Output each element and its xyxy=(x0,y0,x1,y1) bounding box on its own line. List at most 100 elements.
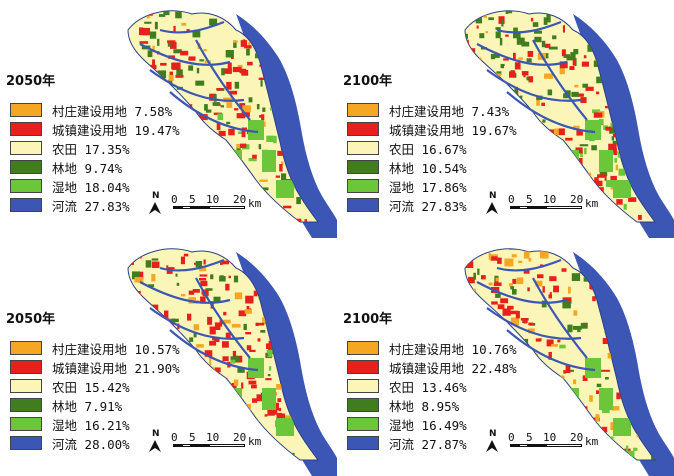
land-patch xyxy=(591,145,597,151)
land-patch xyxy=(509,248,518,250)
scale-bar: N 0 5 10 20 km xyxy=(485,191,598,217)
land-patch xyxy=(635,10,639,13)
land-patch xyxy=(539,394,543,399)
land-patch xyxy=(199,421,208,428)
land-patch xyxy=(312,129,318,136)
land-patch xyxy=(477,268,480,275)
land-patch xyxy=(306,386,311,391)
land-patch xyxy=(542,119,546,123)
land-patch xyxy=(227,62,232,71)
land-patch xyxy=(485,31,488,34)
land-patch xyxy=(642,272,645,277)
land-patch xyxy=(509,217,517,221)
land-patch xyxy=(216,249,225,255)
land-patch xyxy=(214,337,220,342)
land-patch xyxy=(220,224,223,227)
land-patch xyxy=(630,315,638,319)
land-patch xyxy=(134,277,144,283)
land-patch xyxy=(514,86,518,95)
land-patch xyxy=(581,166,584,172)
land-patch xyxy=(639,354,649,359)
land-patch xyxy=(558,128,565,136)
land-patch xyxy=(130,168,139,175)
land-patch xyxy=(233,275,239,283)
land-patch xyxy=(227,411,237,416)
land-patch xyxy=(240,412,247,421)
land-patch xyxy=(524,338,529,345)
waterway xyxy=(159,258,225,272)
land-patch xyxy=(174,180,180,185)
scale-segment xyxy=(519,444,528,447)
land-patch xyxy=(141,183,145,189)
land-patch xyxy=(527,51,534,57)
land-patch xyxy=(481,275,486,280)
waterway xyxy=(149,307,245,340)
land-patch xyxy=(641,121,647,126)
land-patch xyxy=(548,351,552,360)
legend-value: 17.35% xyxy=(84,142,130,157)
land-patch xyxy=(526,58,532,63)
land-patch xyxy=(319,88,328,91)
land-patch xyxy=(219,319,223,327)
land-patch xyxy=(216,246,220,249)
land-patch xyxy=(138,434,147,438)
wetland-patch xyxy=(599,388,613,410)
land-patch xyxy=(316,372,318,379)
land-patch xyxy=(506,388,513,394)
land-patch xyxy=(507,305,514,310)
land-patch xyxy=(511,254,517,258)
land-patch xyxy=(307,312,313,317)
land-patch xyxy=(290,260,295,263)
land-patch xyxy=(133,252,142,259)
land-patch xyxy=(241,382,244,389)
scale-bar-graphic xyxy=(510,444,582,447)
land-patch xyxy=(248,158,257,162)
legend-swatch xyxy=(347,436,379,450)
land-patch xyxy=(475,15,482,24)
land-patch xyxy=(465,261,474,268)
legend-value: 8.95% xyxy=(421,399,460,414)
scale-tick: 0 xyxy=(508,431,515,444)
land-patch xyxy=(470,159,479,163)
land-patch xyxy=(166,265,169,269)
land-patch xyxy=(203,259,206,265)
land-patch xyxy=(260,187,269,191)
land-patch xyxy=(228,178,233,181)
land-patch xyxy=(552,416,556,424)
land-patch xyxy=(590,22,595,27)
land-patch xyxy=(231,417,240,420)
land-patch xyxy=(539,375,542,384)
land-patch xyxy=(500,298,509,304)
land-patch xyxy=(169,71,173,76)
land-patch xyxy=(570,52,576,59)
land-patch xyxy=(465,59,469,62)
waterway xyxy=(195,277,251,359)
land-patch xyxy=(523,251,530,259)
land-patch xyxy=(317,279,318,288)
land-patch xyxy=(218,130,226,137)
land-patch xyxy=(164,399,173,402)
land-patch xyxy=(263,201,268,208)
land-patch xyxy=(204,427,210,431)
land-patch xyxy=(151,152,158,157)
land-patch xyxy=(638,23,641,28)
land-patch xyxy=(225,332,231,339)
land-patch xyxy=(147,225,153,230)
land-patch xyxy=(548,140,557,145)
land-patch xyxy=(245,332,252,335)
land-patch xyxy=(568,286,571,294)
land-patch xyxy=(199,278,207,281)
land-patch xyxy=(528,124,533,128)
land-patch xyxy=(602,338,612,344)
legend-text: 湿地 16.21% xyxy=(52,415,130,434)
land-patch xyxy=(231,156,239,160)
land-patch xyxy=(134,394,138,401)
land-patch xyxy=(273,251,278,257)
land-patch xyxy=(157,38,160,46)
land-patch xyxy=(516,37,525,45)
land-patch xyxy=(212,337,215,341)
land-patch xyxy=(607,268,615,273)
land-patch xyxy=(141,299,146,302)
legend-value: 27.83% xyxy=(421,199,467,214)
land-patch xyxy=(281,25,289,29)
